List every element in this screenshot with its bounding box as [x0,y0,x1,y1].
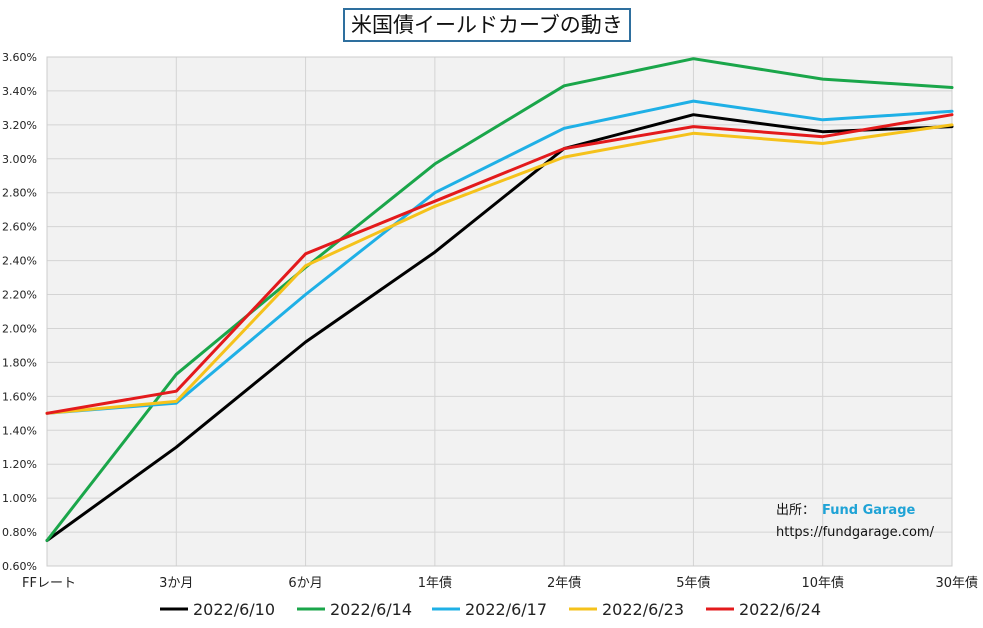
x-tick-label: 2年債 [547,576,581,591]
annotation-source-name: Fund Garage [822,503,916,518]
x-tick-label: 6か月 [288,576,322,591]
y-tick-label: 1.20% [2,458,37,471]
x-tick-label: 10年債 [801,576,844,591]
y-tick-label: 1.80% [2,356,37,369]
series-line [45,57,954,542]
y-tick-label: 2.80% [2,187,37,200]
series-line [45,113,954,415]
series-line [45,99,954,415]
x-tick-label: FFレート [22,576,76,591]
y-tick-label: 0.60% [2,560,37,573]
legend-entry-label: 2022/6/24 [739,600,821,619]
y-tick-label: 3.20% [2,119,37,132]
plot-area [47,57,952,566]
x-tick-label: 30年債 [935,576,978,591]
legend-entry-label: 2022/6/10 [193,600,275,619]
y-tick-label: 1.00% [2,492,37,505]
x-tick-label: 5年債 [676,576,710,591]
series-lines [45,57,954,542]
x-axis-tick-labels: FFレート 3か月 6か月 1年債 2年債 5年債 10年債 30年債 [22,576,978,591]
series-line [45,123,954,415]
y-axis-tick-labels: 0.60% 0.80% 1.00% 1.20% 1.40% 1.60% 1.80% 2.00%… [2,51,37,573]
series-line [45,113,954,542]
legend-entry-label: 2022/6/23 [602,600,684,619]
legend-entry-label: 2022/6/14 [330,600,412,619]
legend: 2022/6/10 2022/6/14 2022/6/17 2022/6/23 2022… [160,600,821,619]
y-tick-label: 1.40% [2,424,37,437]
legend-entry-label: 2022/6/17 [465,600,547,619]
y-tick-label: 3.00% [2,153,37,166]
annotation-url: https://fundgarage.com/ [776,525,935,540]
y-tick-label: 1.60% [2,390,37,403]
y-tick-label: 2.60% [2,221,37,234]
y-tick-label: 2.40% [2,255,37,268]
annotation-source-label: 出所： [776,503,815,518]
y-tick-label: 2.20% [2,289,37,302]
y-tick-label: 2.00% [2,322,37,335]
y-tick-label: 3.40% [2,85,37,98]
y-tick-label: 3.60% [2,51,37,64]
chart-title: 米国債イールドカーブの動き [343,8,631,42]
plot-border [46,56,953,567]
x-tick-label: 1年債 [418,576,452,591]
x-tick-label: 3か月 [159,576,193,591]
y-tick-label: 0.80% [2,526,37,539]
